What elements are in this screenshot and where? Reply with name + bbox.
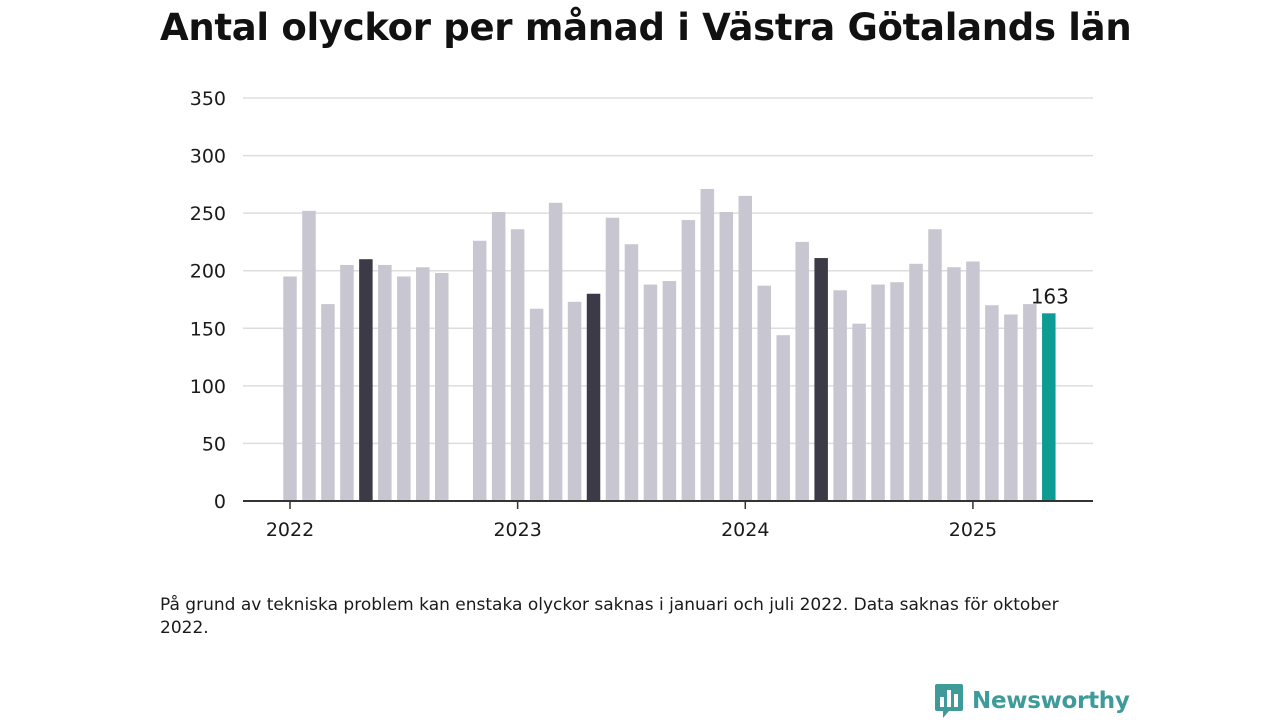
bar-2022-11 (472, 240, 487, 501)
x-tick-label: 2023 (493, 519, 541, 541)
bar-2025-02 (985, 305, 999, 501)
chart-title: Antal olyckor per månad i Västra Götalan… (160, 6, 1132, 49)
x-tick-label: 2025 (949, 519, 997, 541)
data-label: 163 (1031, 284, 1069, 308)
bar-2023-03 (548, 202, 563, 501)
bar-2024-02 (757, 285, 771, 501)
bar-2024-11 (928, 229, 942, 501)
bar-2022-09 (435, 273, 449, 501)
y-tick-label: 100 (190, 376, 226, 398)
annotations: 163 (1031, 284, 1069, 308)
bar-2022-05 (359, 259, 373, 501)
x-tick-label: 2022 (266, 519, 314, 541)
bar-2022-03 (321, 304, 335, 501)
bar-2022-06 (378, 264, 392, 501)
bar-2023-04 (567, 301, 582, 501)
bar-2024-04 (795, 241, 809, 501)
bar-2022-04 (340, 264, 354, 501)
bars (283, 188, 1056, 501)
bar-2024-06 (833, 290, 847, 501)
y-tick-label: 0 (214, 491, 226, 513)
y-tick-label: 150 (190, 318, 226, 340)
brand-logo: Newsworthy (934, 682, 1130, 720)
bar-2025-01 (966, 261, 980, 501)
bar-2023-01 (510, 229, 525, 501)
y-tick-label: 200 (190, 261, 226, 283)
bar-2023-12 (719, 211, 734, 501)
y-tick-label: 300 (190, 146, 226, 168)
bar-2024-03 (776, 335, 790, 501)
brand-name: Newsworthy (972, 688, 1130, 714)
x-tick-label: 2024 (721, 519, 769, 541)
y-tick-label: 50 (202, 433, 226, 455)
bar-2023-10 (681, 220, 696, 501)
bar-2022-08 (416, 267, 430, 501)
bar-2022-02 (302, 210, 316, 501)
bar-2024-09 (890, 282, 904, 501)
y-tick-label: 250 (190, 203, 226, 225)
bar-2023-08 (643, 284, 658, 501)
bar-2025-03 (1004, 314, 1018, 501)
bar-2025-05 (1042, 313, 1056, 501)
bar-2024-05 (814, 258, 828, 501)
footnote: På grund av tekniska problem kan enstaka… (160, 595, 1059, 638)
bar-2023-02 (529, 308, 544, 501)
bar-2023-06 (605, 217, 620, 501)
x-axis-ticks: 2022 2023 2024 2025 (266, 501, 997, 541)
bar-2024-07 (852, 323, 866, 501)
bar-2023-05 (586, 293, 601, 501)
bar-2023-07 (624, 244, 639, 501)
bar-2024-01 (738, 195, 753, 501)
bar-2023-09 (662, 281, 677, 501)
bar-2024-10 (909, 263, 923, 501)
bar-2024-08 (871, 284, 885, 501)
bar-2022-01 (283, 276, 297, 501)
newsworthy-chart-bubble-icon (935, 684, 963, 718)
bar-2022-07 (397, 276, 411, 501)
y-axis-ticks: 0 50 100 150 200 250 300 350 (190, 88, 226, 513)
bar-2024-12 (947, 267, 961, 501)
bar-2025-04 (1023, 304, 1037, 501)
bar-2023-11 (700, 188, 715, 501)
y-tick-label: 350 (190, 88, 226, 110)
bar-2022-12 (491, 211, 506, 501)
